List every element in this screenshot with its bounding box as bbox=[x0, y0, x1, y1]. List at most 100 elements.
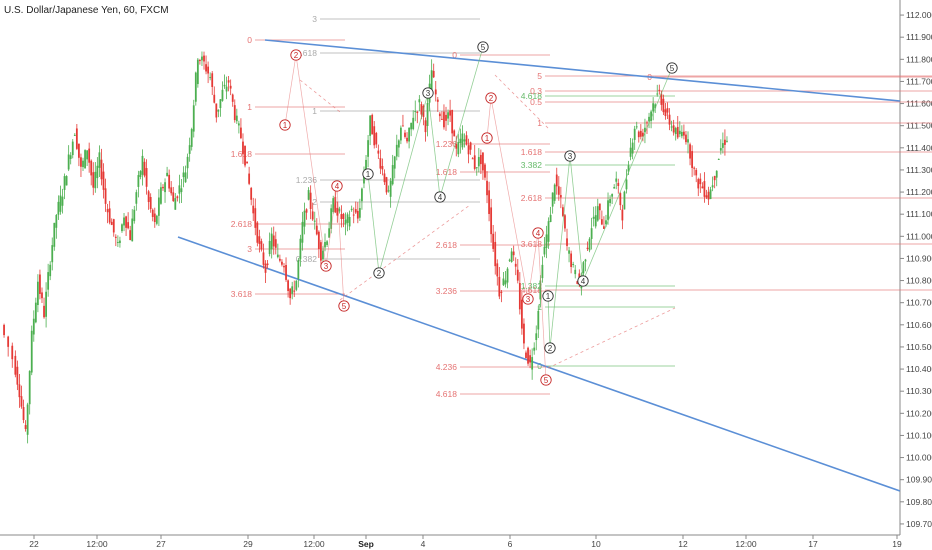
candle-body bbox=[445, 114, 447, 121]
wave-label-circle bbox=[422, 87, 434, 99]
candle-body bbox=[221, 89, 224, 101]
projection-line bbox=[299, 79, 341, 113]
candle-body bbox=[119, 240, 121, 243]
candle-body bbox=[404, 132, 406, 137]
candle-body bbox=[627, 165, 630, 172]
wave-label: 1 bbox=[485, 134, 490, 143]
candle-body bbox=[211, 73, 214, 87]
candle-body bbox=[594, 215, 597, 227]
wave-label: 4 bbox=[335, 182, 340, 191]
candle-body bbox=[683, 131, 685, 136]
price-tick-label: 110.100 bbox=[906, 430, 932, 440]
candle-body bbox=[28, 371, 31, 405]
candle-body bbox=[242, 141, 244, 155]
candle-body bbox=[459, 138, 462, 143]
candle-body bbox=[453, 130, 456, 137]
candle-body bbox=[322, 250, 324, 260]
candlesticks bbox=[3, 46, 728, 444]
candle-body bbox=[281, 261, 283, 265]
candle-body bbox=[498, 276, 501, 297]
wave-connector bbox=[378, 92, 429, 274]
candle-body bbox=[399, 127, 402, 141]
fibonacci-levels: 302.61811.6182.61833.61811.2361.61822.61… bbox=[231, 14, 932, 399]
candle-body bbox=[568, 250, 570, 254]
wave-label-circle bbox=[362, 168, 374, 180]
fib-level-label: 4.236 bbox=[436, 362, 458, 372]
candle-body bbox=[514, 263, 517, 267]
candle-body bbox=[192, 105, 195, 132]
fib-level-label: 1.618 bbox=[521, 147, 543, 157]
time-tick-label: 22 bbox=[29, 539, 39, 549]
wave-connector bbox=[569, 155, 584, 282]
candle-body bbox=[625, 179, 628, 190]
candle-body bbox=[707, 191, 710, 200]
price-axis[interactable]: 112.000 111.900 111.800 111.700 111.600 111.5… bbox=[899, 0, 932, 535]
candle-body bbox=[334, 196, 337, 213]
candle-body bbox=[703, 181, 706, 197]
candle-body bbox=[402, 125, 404, 127]
candle-body bbox=[607, 200, 609, 220]
candle-body bbox=[691, 151, 694, 168]
candle-body bbox=[600, 219, 603, 225]
chart-title: U.S. Dollar/Japanese Yen, 60, FXCM bbox=[4, 5, 169, 16]
candle-body bbox=[371, 114, 374, 135]
candle-body bbox=[90, 160, 93, 176]
candle-body bbox=[701, 186, 704, 189]
candle-body bbox=[248, 173, 251, 184]
candle-body bbox=[356, 210, 359, 219]
candle-body bbox=[363, 175, 365, 184]
price-tick-label: 110.300 bbox=[906, 386, 932, 396]
candle-body bbox=[566, 238, 568, 246]
candle-body bbox=[652, 103, 655, 112]
upper-trendline[interactable] bbox=[264, 39, 901, 102]
candle-body bbox=[512, 251, 515, 256]
candle-body bbox=[436, 99, 439, 102]
candle-body bbox=[16, 366, 19, 385]
candle-body bbox=[133, 209, 136, 222]
candle-body bbox=[315, 225, 318, 235]
candle-body bbox=[658, 89, 661, 91]
fib-level-label: 1.382 bbox=[521, 281, 543, 291]
price-tick-label: 110.600 bbox=[906, 320, 932, 330]
fib-level-label: 3.382 bbox=[521, 160, 543, 170]
candle-body bbox=[547, 221, 550, 242]
price-tick-label: 110.400 bbox=[906, 364, 932, 374]
candle-body bbox=[244, 145, 246, 166]
wave-label-circle bbox=[577, 275, 589, 287]
candle-body bbox=[151, 209, 154, 217]
time-tick-label: 27 bbox=[156, 539, 166, 549]
candle-body bbox=[408, 127, 410, 142]
candle-body bbox=[662, 98, 665, 113]
candle-body bbox=[157, 197, 160, 216]
candle-body bbox=[61, 196, 64, 206]
candle-body bbox=[635, 126, 638, 128]
candle-body bbox=[84, 150, 86, 169]
price-tick-label: 109.700 bbox=[906, 519, 932, 529]
fib-level-label: 1 bbox=[312, 106, 317, 116]
projection-line bbox=[494, 74, 551, 131]
candle-body bbox=[533, 347, 536, 351]
candle-body bbox=[582, 262, 585, 274]
candle-body bbox=[395, 144, 398, 157]
candle-body bbox=[527, 347, 529, 364]
candle-body bbox=[147, 191, 150, 202]
wave-connector bbox=[486, 97, 492, 139]
candle-body bbox=[106, 209, 109, 213]
candle-body bbox=[256, 222, 259, 243]
candle-body bbox=[518, 282, 521, 310]
time-tick-label: 12:00 bbox=[735, 539, 757, 549]
wave-label-circle bbox=[544, 342, 556, 354]
candle-body bbox=[45, 291, 47, 317]
candle-body bbox=[387, 190, 390, 192]
candle-body bbox=[160, 187, 162, 204]
candle-body bbox=[352, 214, 355, 216]
wave-label: 4 bbox=[438, 193, 443, 202]
time-axis[interactable]: 22 12:00 27 29 12:00 Sep 4 6 10 12 12:00 17 19 bbox=[0, 534, 902, 549]
candle-body bbox=[320, 242, 322, 261]
time-tick-label: 12:00 bbox=[303, 539, 325, 549]
candle-body bbox=[201, 56, 203, 61]
candle-body bbox=[149, 196, 152, 210]
candle-body bbox=[272, 235, 275, 247]
candle-body bbox=[313, 220, 316, 222]
